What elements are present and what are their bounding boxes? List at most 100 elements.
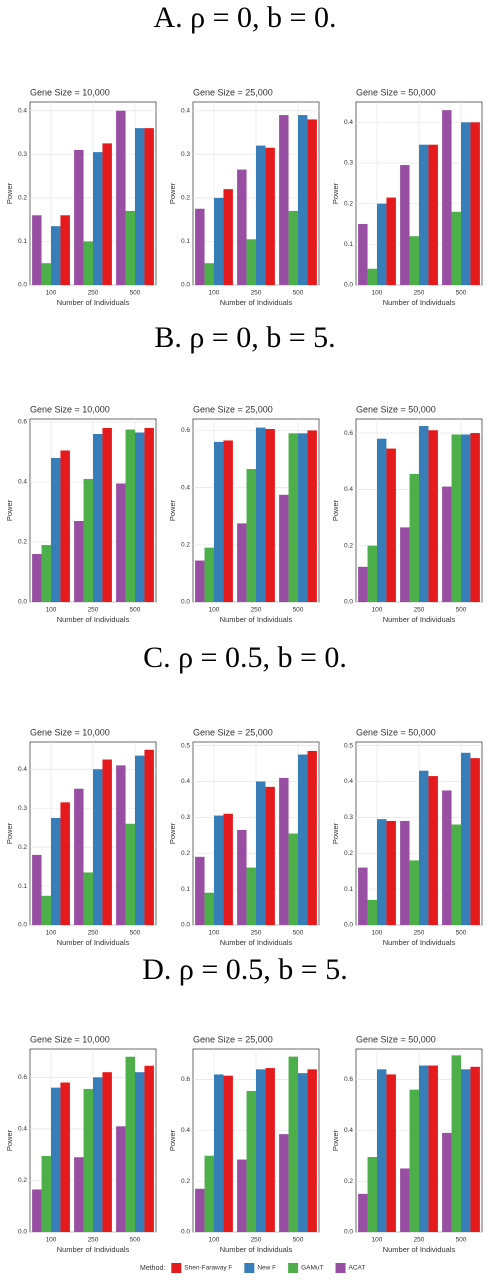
bar <box>377 203 387 285</box>
bar <box>51 226 61 285</box>
y-tick-label: 0.2 <box>344 850 353 857</box>
bar <box>288 433 298 602</box>
bar <box>60 802 70 925</box>
y-tick-label: 0.1 <box>181 886 190 893</box>
bar <box>400 165 410 285</box>
y-tick-label: 0.4 <box>181 778 190 785</box>
bar <box>419 1065 429 1232</box>
y-tick-label: 0.4 <box>344 486 353 493</box>
bar <box>256 781 266 925</box>
x-tick-label: 250 <box>414 930 425 937</box>
x-axis-label: Number of Individuals <box>220 938 293 947</box>
bar <box>237 523 247 602</box>
bar <box>358 566 368 602</box>
section-heading: C. ρ = 0.5, b = 0. <box>143 641 347 674</box>
bar <box>442 790 452 925</box>
bar <box>358 867 368 925</box>
y-axis-label: Power <box>331 182 340 204</box>
chart-title: Gene Size = 25,000 <box>193 87 273 97</box>
section-heading: D. ρ = 0.5, b = 5. <box>142 953 347 986</box>
bar <box>386 1074 396 1232</box>
bar <box>386 820 396 925</box>
x-tick-label: 100 <box>372 1237 383 1244</box>
bar <box>288 210 298 285</box>
bar <box>451 211 461 285</box>
x-tick-label: 100 <box>372 290 383 297</box>
bar <box>265 147 275 285</box>
bar <box>461 434 471 602</box>
x-tick-label: 250 <box>414 290 425 297</box>
bar <box>32 215 42 285</box>
bar <box>223 1075 233 1232</box>
bar <box>74 521 84 602</box>
y-tick-label: 0.4 <box>344 119 353 126</box>
bar <box>32 554 42 602</box>
bar <box>214 1074 224 1232</box>
bar <box>41 545 51 602</box>
bar <box>400 527 410 602</box>
bar <box>32 854 42 925</box>
bar <box>265 786 275 925</box>
bar <box>298 433 308 602</box>
bar <box>83 241 93 285</box>
bar <box>204 1155 214 1232</box>
y-tick-label: 0.1 <box>344 241 353 248</box>
legend-label: Shen-Faraway F <box>184 1265 232 1272</box>
y-tick-label: 0.0 <box>18 599 27 606</box>
bar <box>470 1066 480 1232</box>
bar <box>237 169 247 285</box>
x-tick-label: 250 <box>251 1237 262 1244</box>
x-tick-label: 100 <box>46 1237 57 1244</box>
bar <box>223 440 233 602</box>
chart-title: Gene Size = 10,000 <box>30 1034 110 1044</box>
chart-title: Gene Size = 10,000 <box>30 87 110 97</box>
y-axis-label: Power <box>331 1129 340 1151</box>
x-tick-label: 500 <box>130 1237 141 1244</box>
y-tick-label: 0.6 <box>181 427 190 434</box>
bar <box>93 1077 103 1232</box>
y-tick-label: 0.5 <box>181 742 190 749</box>
bar <box>419 426 429 602</box>
y-tick-label: 0.1 <box>181 238 190 245</box>
bar <box>32 1189 42 1232</box>
bar <box>298 115 308 285</box>
bar <box>125 429 135 602</box>
bar <box>60 215 70 285</box>
bar <box>451 434 461 602</box>
bar <box>256 1069 266 1232</box>
bar <box>358 224 368 285</box>
bar <box>74 788 84 925</box>
y-tick-label: 0.2 <box>181 850 190 857</box>
x-axis-label: Number of Individuals <box>220 615 293 624</box>
y-tick-label: 0.4 <box>181 484 190 491</box>
y-tick-label: 0.4 <box>18 107 27 114</box>
bar <box>307 430 317 602</box>
y-tick-label: 0.2 <box>18 539 27 546</box>
bar <box>116 110 126 285</box>
bar <box>442 1132 452 1232</box>
bar <box>116 765 126 925</box>
y-tick-label: 0.1 <box>18 238 27 245</box>
legend-label: New F <box>257 1265 276 1272</box>
section-heading: A. ρ = 0, b = 0. <box>154 1 337 34</box>
bar <box>125 823 135 925</box>
y-tick-label: 0.0 <box>344 282 353 289</box>
bar <box>135 755 145 925</box>
bar <box>400 820 410 925</box>
chart-title: Gene Size = 25,000 <box>193 1034 273 1044</box>
bar <box>83 479 93 602</box>
y-tick-label: 0.3 <box>18 805 27 812</box>
x-tick-label: 500 <box>293 607 304 614</box>
bar <box>74 149 84 285</box>
y-tick-label: 0.4 <box>18 766 27 773</box>
bar <box>102 143 112 285</box>
bar <box>298 1073 308 1232</box>
bar <box>367 1157 377 1232</box>
bar <box>93 152 103 285</box>
bar <box>144 128 154 285</box>
x-axis-label: Number of Individuals <box>57 1245 130 1254</box>
bar <box>41 1155 51 1232</box>
y-axis-label: Power <box>331 822 340 844</box>
bar <box>442 486 452 602</box>
bar <box>223 189 233 285</box>
